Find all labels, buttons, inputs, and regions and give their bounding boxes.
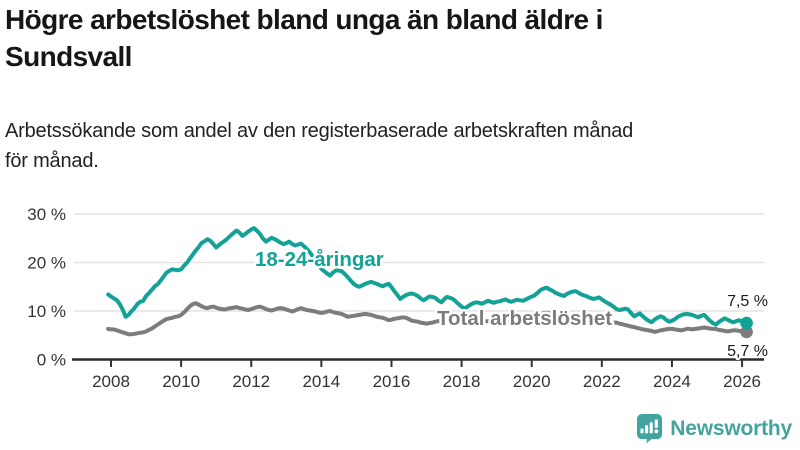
chart-title: Högre arbetslöshet bland unga än bland ä… [5,4,603,72]
x-tick-label: 2014 [302,372,340,391]
unemployment-line-chart: 30 % 20 % 10 % 0 % 2008 2010 2012 2014 2016 2018… [27,205,771,391]
y-tick-label: 20 % [27,254,66,273]
y-tick-label: 0 % [37,351,66,370]
newsworthy-wordmark: Newsworthy [670,416,792,440]
end-dot-18-24-åringar [740,316,753,330]
x-tick-label: 2016 [373,372,411,391]
x-tick-label: 2026 [723,372,761,391]
newsworthy-logo[interactable]: Newsworthy [636,413,792,444]
chart-subtitle: Arbetssökande som andel av den registerb… [5,120,634,172]
x-axis: 2008 2010 2012 2014 2016 2018 2020 2022 2024 2026 [72,358,764,391]
bar-chart-glyph [640,419,659,434]
x-tick-label: 2012 [232,372,270,391]
chart-annotations: 18-24-åringar Total arbetslöshet 7,5 % 5… [253,246,771,363]
x-tick-label: 2008 [92,372,130,391]
gridlines-and-y-labels: 30 % 20 % 10 % 0 % [27,205,764,370]
end-dot-Total arbetslöshet [740,325,753,339]
x-tick-label: 2010 [162,372,200,391]
newsworthy-pin-bar-chart-icon [637,414,663,444]
line-Total arbetslöshet [106,301,749,337]
series-label-young: 18-24-åringar [255,248,384,271]
y-tick-label: 30 % [27,205,66,224]
x-tick-label: 2024 [653,372,691,391]
series-label-total: Total arbetslöshet [437,307,612,330]
x-tick-label: 2020 [513,372,551,391]
y-tick-label: 10 % [27,302,66,321]
end-value-label-young: 7,5 % [727,293,768,310]
end-value-label-total: 5,7 % [727,343,768,360]
x-tick-label: 2022 [583,372,621,391]
line-18-24-åringar [106,226,749,327]
series-lines [106,226,753,339]
x-tick-label: 2018 [443,372,481,391]
